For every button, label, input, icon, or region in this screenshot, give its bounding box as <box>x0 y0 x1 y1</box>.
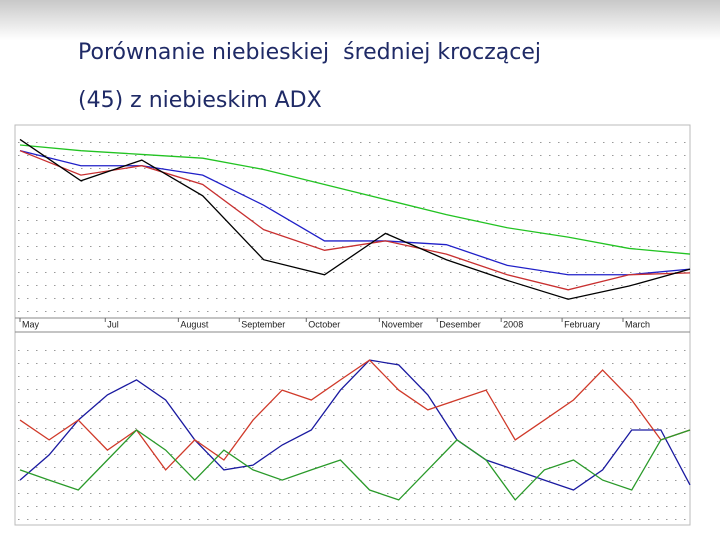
x-tick-label: May <box>22 319 40 329</box>
header-band <box>0 0 720 40</box>
x-tick-label: November <box>381 319 423 329</box>
x-tick-label: March <box>625 319 650 329</box>
series-line <box>19 150 691 291</box>
grid <box>18 130 688 318</box>
series-line <box>19 144 691 255</box>
grid <box>18 340 688 520</box>
x-tick-label: 2008 <box>503 319 523 329</box>
title-line: (45) z niebieskim ADX <box>78 88 322 113</box>
series-line <box>19 138 691 300</box>
x-tick-label: February <box>564 319 601 329</box>
series-line <box>19 150 691 276</box>
x-tick-label: Desember <box>439 319 481 329</box>
series-line <box>19 359 691 491</box>
series-line <box>19 429 691 501</box>
x-tick-label: October <box>308 319 340 329</box>
series-line <box>19 359 691 471</box>
x-tick-label: September <box>241 319 285 329</box>
title-line: Porównanie niebieskiej średniej kroczące… <box>78 40 541 65</box>
x-tick-label: Jul <box>107 319 119 329</box>
x-tick-label: August <box>180 319 209 329</box>
